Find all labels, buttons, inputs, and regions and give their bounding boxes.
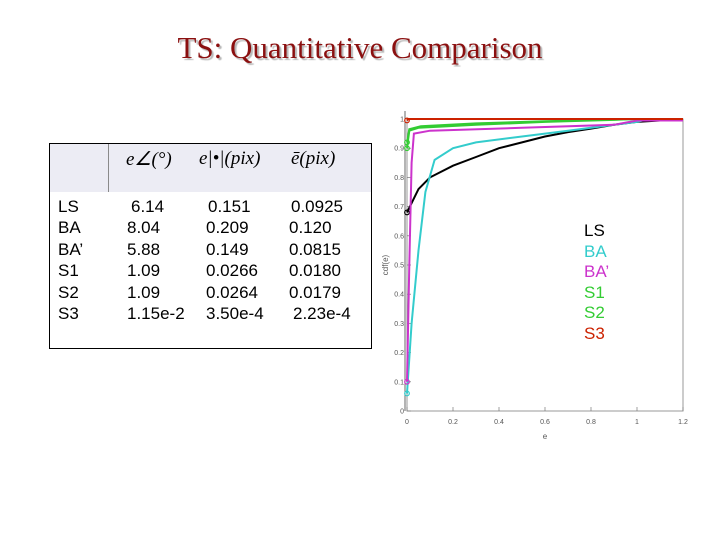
legend-item-s3: S3: [584, 323, 605, 343]
y-tick-label: 0.6: [394, 233, 404, 240]
header-angle-error: e∠(°): [126, 149, 172, 170]
table-cell: 0.0264: [206, 282, 258, 302]
table-cell: 0.149: [206, 239, 249, 259]
y-tick-label: 1: [400, 117, 404, 124]
series-s1-start-point: [404, 145, 410, 152]
header-mean-error: ē(pix): [291, 148, 336, 169]
column-mean-error: 0.0925 0.120 0.0815 0.0180 0.0179 2.23e-…: [289, 196, 351, 324]
column-pos-error: 0.151 0.209 0.149 0.0266 0.0264 3.50e-4: [206, 196, 264, 324]
y-axis-label: cdf(e): [381, 254, 390, 275]
y-tick-label: 0.9: [394, 146, 404, 153]
plot-frame: [406, 118, 684, 412]
x-tick-label: 0.8: [586, 419, 596, 426]
x-tick-label: 1: [635, 419, 639, 426]
y-tick-label: 0.7: [394, 204, 404, 211]
x-tick-label: 0.4: [494, 419, 504, 426]
column-angle-error: 6.14 8.04 5.88 1.09 1.09 1.15e-2: [127, 196, 185, 324]
row-label: S2: [58, 282, 79, 302]
series-ba-line: [406, 119, 683, 382]
table-cell: 0.0180: [289, 261, 341, 281]
slide-title: TS: Quantitative Comparison: [177, 30, 543, 65]
table-cell: 0.0815: [289, 239, 341, 259]
table-cell: 0.0925: [291, 197, 343, 216]
table-cell: 1.09: [127, 282, 161, 302]
series-ba-start-point: [404, 378, 410, 385]
table-cell: 0.151: [208, 197, 251, 216]
y-tick-label: 0.4: [394, 292, 404, 299]
table-header: [50, 144, 371, 192]
table-cell: 0.209: [206, 218, 249, 238]
x-tick-label: 0.2: [448, 419, 458, 426]
row-labels: LS BA BA’ S1 S2 S3: [58, 196, 83, 324]
legend-item-ba: BA: [584, 241, 607, 261]
header-pos-error: e|•|(pix): [199, 148, 261, 169]
y-tick-label: 0.2: [394, 350, 404, 357]
legend-item-ba-prime: BA’: [584, 262, 610, 281]
row-label: S1: [58, 261, 79, 281]
comparison-table: [49, 143, 372, 349]
series-ba-line: [406, 118, 683, 394]
table-cell: 8.04: [127, 218, 161, 238]
x-tick-label: 0.6: [540, 419, 550, 426]
y-tick-label: 0.8: [394, 175, 404, 182]
x-axis-label: e: [543, 432, 548, 441]
table-cell: 0.0266: [206, 261, 258, 281]
series-s2-start-point: [404, 139, 410, 146]
table-cell: 2.23e-4: [293, 304, 351, 324]
series-ba-start-point: [404, 390, 410, 397]
x-tick-label: 1.2: [678, 419, 688, 426]
legend-item-s1: S1: [584, 282, 605, 302]
legend-item-s2: S2: [584, 303, 605, 322]
legend-item-ls: LS: [584, 221, 605, 240]
header-divider: [108, 144, 109, 192]
row-label: S3: [58, 304, 79, 324]
row-label: BA’: [58, 239, 84, 259]
table-cell: 0.0179: [289, 282, 341, 302]
table-cell: 3.50e-4: [206, 304, 264, 324]
table-cell: 0.120: [289, 218, 332, 238]
series-ls-start-point: [404, 209, 410, 216]
row-label: LS: [58, 197, 79, 216]
row-label: BA: [58, 218, 81, 238]
y-tick-label: 0.5: [394, 263, 404, 270]
y-tick-label: 0.1: [394, 379, 404, 386]
table-cell: 1.09: [127, 261, 161, 281]
y-tick-label: 0: [400, 409, 404, 416]
y-tick-label: 0.3: [394, 321, 404, 328]
table-cell: 5.88: [127, 239, 161, 259]
series-s3-start-point: [404, 117, 410, 124]
table-cell: 6.14: [131, 197, 165, 216]
x-tick-label: 0: [405, 419, 409, 426]
legend: LS BA BA’ S1 S2 S3: [584, 221, 609, 344]
table-cell: 1.15e-2: [127, 304, 185, 324]
